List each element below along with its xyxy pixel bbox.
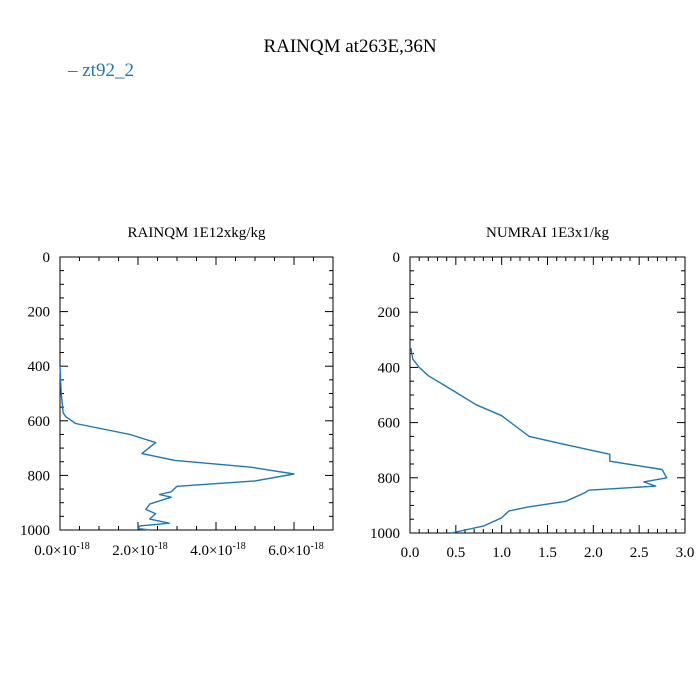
legend-label: zt92_2 — [82, 60, 134, 81]
x-tick-label: 4.0×10-18 — [190, 541, 246, 559]
x-tick-label: 1.5 — [538, 545, 557, 561]
y-tick-label: 0 — [43, 250, 51, 266]
panel-frame-1 — [409, 256, 686, 534]
y-tick-label: 800 — [28, 468, 51, 484]
y-tick-label: 600 — [28, 414, 51, 430]
x-tick-label: 3.0 — [676, 545, 695, 561]
panel-title-1: NUMRAI 1E3x1/kg — [486, 225, 609, 241]
panel-frame-0 — [59, 256, 334, 531]
y-tick-label: 1000 — [20, 523, 50, 539]
series-line-0-0 — [59, 366, 295, 531]
legend: – zt92_2 — [68, 60, 134, 82]
y-tick-label: 600 — [378, 416, 401, 432]
x-tick-label: 0.0×10-18 — [34, 541, 90, 559]
x-tick-label: 0.5 — [446, 545, 465, 561]
x-tick-label: 2.5 — [630, 545, 649, 561]
y-tick-label: 200 — [28, 305, 51, 321]
x-tick-label: 2.0×10-18 — [112, 541, 168, 559]
y-tick-label: 800 — [378, 471, 401, 487]
x-tick-label: 2.0 — [584, 545, 603, 561]
y-tick-label: 400 — [378, 360, 401, 376]
y-tick-label: 200 — [378, 305, 401, 321]
series-line-1-0 — [410, 347, 668, 534]
x-tick-label: 1.0 — [492, 545, 511, 561]
panel-title-0: RAINQM 1E12xkg/kg — [128, 225, 266, 241]
y-tick-label: 0 — [393, 250, 401, 266]
x-tick-label: 6.0×10-18 — [268, 541, 324, 559]
y-tick-label: 400 — [28, 359, 51, 375]
legend-line-icon: – — [68, 60, 78, 81]
x-tick-label: 0.0 — [401, 545, 420, 561]
page-title: RAINQM at263E,36N — [263, 36, 437, 57]
y-tick-label: 1000 — [370, 526, 400, 542]
